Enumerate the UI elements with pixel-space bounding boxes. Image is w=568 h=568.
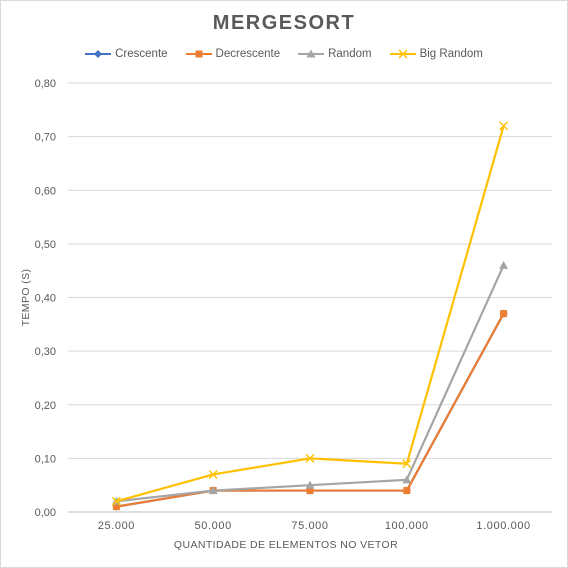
data-point-1-4 — [500, 310, 508, 318]
y-tick-label: 0,70 — [35, 132, 56, 144]
legend-label: Crescente — [115, 48, 168, 60]
chart-legend: Crescente Decrescente Random Big Random — [0, 48, 568, 60]
x-tick-label: 1.000.000 — [476, 520, 530, 532]
data-point-3-1 — [208, 469, 218, 479]
y-tick-label: 0,40 — [35, 293, 56, 305]
legend-marker — [195, 50, 203, 58]
legend-marker — [398, 49, 408, 59]
y-tick-label: 0,80 — [35, 78, 56, 90]
data-point-3-4 — [499, 121, 509, 131]
x-tick-label: 25.000 — [98, 520, 135, 532]
legend-marker — [94, 50, 103, 58]
x-axis-label: QUANTIDADE DE ELEMENTOS NO VETOR — [174, 539, 398, 551]
legend-label: Random — [328, 48, 372, 60]
series-line-3 — [116, 125, 505, 503]
y-tick-label: 0,30 — [35, 346, 56, 358]
y-tick-label: 0,10 — [35, 453, 56, 465]
legend-item: Big Random — [389, 48, 483, 60]
legend-swatch — [85, 50, 112, 58]
series-line-2 — [116, 264, 505, 503]
data-point-2-1 — [208, 486, 218, 495]
legend-swatch — [298, 49, 325, 58]
x-tick-label: 100.000 — [385, 520, 429, 532]
data-point-3-0 — [111, 496, 121, 506]
legend-swatch — [185, 50, 212, 58]
series-line-0 — [116, 313, 505, 508]
y-axis-label: TEMPO (S) — [20, 269, 32, 327]
data-point-3-3 — [402, 459, 412, 469]
data-point-1-0 — [112, 503, 120, 511]
y-tick-label: 0,60 — [35, 185, 56, 197]
legend-label: Big Random — [419, 48, 483, 60]
legend-marker — [306, 49, 316, 58]
x-tick-label: 50.000 — [195, 520, 232, 532]
y-tick-label: 0,50 — [35, 239, 56, 251]
legend-item: Decrescente — [185, 48, 281, 60]
data-point-1-2 — [306, 487, 314, 495]
legend-label: Decrescente — [215, 48, 281, 60]
series-line-1 — [116, 313, 505, 508]
data-point-1-3 — [403, 487, 411, 495]
data-point-2-4 — [499, 260, 509, 269]
y-tick-label: 0,20 — [35, 400, 56, 412]
x-tick-label: 75.000 — [291, 520, 328, 532]
legend-item: Random — [298, 48, 372, 60]
data-point-3-2 — [305, 453, 315, 463]
y-tick-label: 0,00 — [35, 507, 56, 519]
chart-title: MERGESORT — [212, 12, 356, 34]
data-point-2-3 — [402, 475, 412, 484]
legend-item: Crescente — [85, 48, 168, 60]
legend-swatch — [389, 49, 416, 59]
data-point-2-2 — [305, 480, 315, 489]
